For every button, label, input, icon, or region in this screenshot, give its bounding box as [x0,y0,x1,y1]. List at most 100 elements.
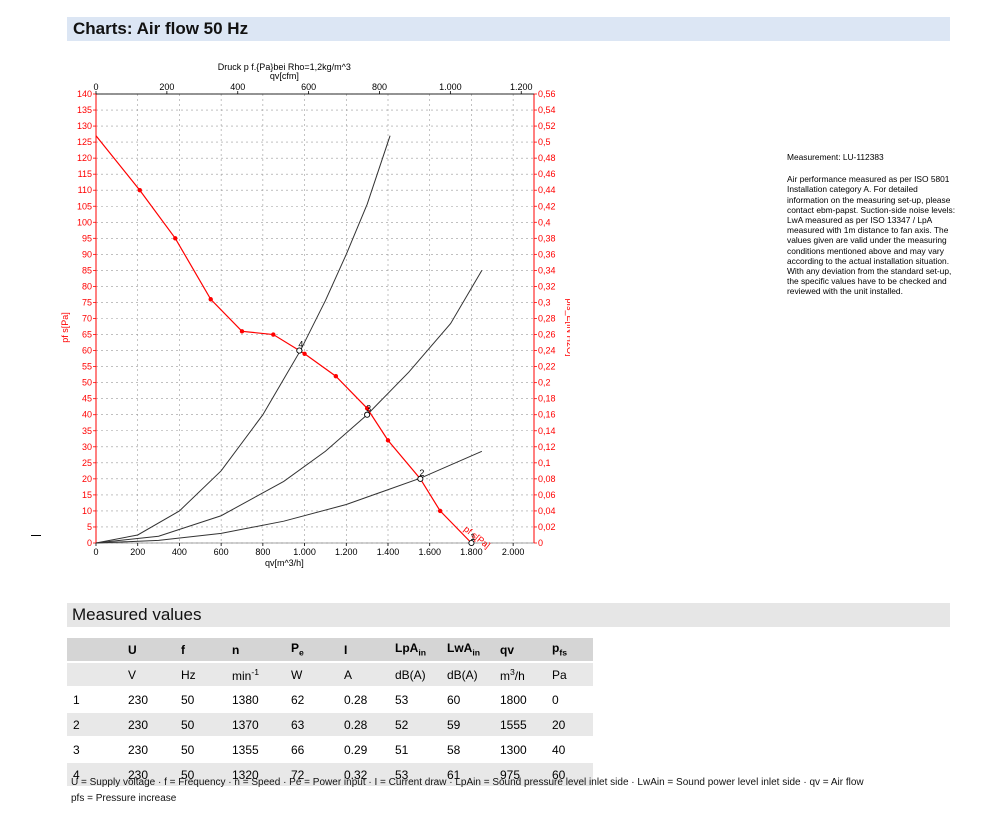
top-tick-label: 0 [93,82,98,92]
top-axis-label: qv[cfm] [270,71,299,81]
left-tick-label: 5 [87,522,92,532]
right-tick-label: 0,06 [538,490,556,500]
table-cell: 1380 [226,687,285,713]
col-header-u: U [122,638,175,663]
measurement-id: Measurement: LU-112383 [787,152,884,162]
left-tick-label: 15 [82,490,92,500]
table-cell: 50 [175,737,226,763]
col-header-pfs: pfs [546,638,593,663]
left-tick-label: 30 [82,442,92,452]
top-tick-label: 600 [301,82,316,92]
left-tick-label: 75 [82,297,92,307]
table-cell: 62 [285,687,338,713]
right-tick-label: 0,24 [538,346,556,356]
left-tick-label: 90 [82,249,92,259]
left-tick-label: 10 [82,506,92,516]
right-tick-label: 0,04 [538,506,556,516]
table-cell: 53 [389,762,441,788]
table-cell: 230 [122,687,175,713]
right-tick-label: 0,26 [538,330,556,340]
right-tick-label: 0,16 [538,410,556,420]
measured-values-title: Measured values [72,605,202,624]
unit-cell: Hz [175,662,226,688]
table-cell: 51 [389,737,441,763]
curve-marker [173,236,178,241]
bottom-tick-label: 800 [255,547,270,557]
bottom-tick-label: 1.000 [293,547,316,557]
col-header-qv: qv [494,638,546,663]
table-cell: 4 [67,762,122,788]
page-title: Charts: Air flow 50 Hz [73,19,249,38]
operating-point-marker [296,347,303,354]
table-cell: 230 [122,737,175,763]
right-tick-label: 0,32 [538,281,556,291]
top-tick-label: 1.200 [510,82,533,92]
unit-cell: dB(A) [389,662,441,688]
table-row: 3 230 50 1355 66 0.29 51 58 1300 40 [67,737,593,763]
right-tick-label: 0,52 [538,121,556,131]
left-tick-label: 105 [77,201,92,211]
bottom-tick-label: 200 [130,547,145,557]
left-tick-label: 85 [82,265,92,275]
left-tick-label: 135 [77,105,92,115]
right-tick-label: 0,48 [538,153,556,163]
top-tick-label: 200 [159,82,174,92]
curve-marker [302,351,307,356]
left-tick-label: 70 [82,314,92,324]
left-axis-label: pf s[Pa] [60,312,70,343]
right-tick-label: 0,5 [538,137,551,147]
right-tick-label: 0,46 [538,169,556,179]
right-tick-label: 0,1 [538,458,551,468]
right-tick-label: 0,2 [538,378,551,388]
right-tick-label: 0,4 [538,217,551,227]
table-row: 2 230 50 1370 63 0.28 52 59 1555 20 [67,712,593,738]
left-tick-label: 95 [82,233,92,243]
right-tick-label: 0,18 [538,394,556,404]
table-row: 1 230 50 1380 62 0.28 53 60 1800 0 [67,687,593,713]
table-cell: 1555 [494,712,546,738]
left-tick-label: 0 [87,538,92,548]
unit-cell: A [338,662,389,688]
table-cell: 50 [175,762,226,788]
table-cell: 0 [546,687,593,713]
bottom-tick-label: 1.200 [335,547,358,557]
bottom-tick-label: 2.000 [502,547,525,557]
table-cell: 0.28 [338,687,389,713]
system-curve [95,270,483,544]
operating-point-label: 2 [419,468,424,478]
bottom-tick-label: 0 [93,547,98,557]
col-header-f: f [175,638,226,663]
table-cell: 2 [67,712,122,738]
table-legend: U = Supply voltage · f = Frequency · n =… [71,775,864,807]
right-tick-label: 0 [538,538,543,548]
unit-cell [67,662,122,688]
table-cell: 50 [175,687,226,713]
measured-values-table: U f n Pe I LpAin LwAin qv pfs V Hz min-1… [67,638,593,788]
table-cell: 40 [546,737,593,763]
unit-cell: dB(A) [441,662,494,688]
bottom-tick-label: 1.400 [377,547,400,557]
right-tick-label: 0,54 [538,105,556,115]
table-cell: 52 [389,712,441,738]
right-tick-label: 0,22 [538,362,556,372]
table-cell: 1 [67,687,122,713]
table-cell: 230 [122,712,175,738]
left-tick-label: 65 [82,330,92,340]
right-axis-label: pfs_E[IN H2O] [565,298,570,356]
right-tick-label: 0,42 [538,201,556,211]
operating-point-marker [468,539,475,547]
left-tick-label: 60 [82,346,92,356]
operating-point-label: 1 [470,532,475,542]
unit-cell: V [122,662,175,688]
top-tick-label: 800 [372,82,387,92]
measurement-notes: Air performance measured as per ISO 5801… [787,174,956,297]
table-cell: 60 [546,762,593,788]
curve-marker [385,438,391,443]
curve-marker [271,332,276,337]
table-cell: 1800 [494,687,546,713]
dash-mark [31,535,41,536]
col-header-lwa: LwAin [441,638,494,663]
operating-point-marker [417,475,424,482]
col-header-i: I [338,638,389,663]
col-header-n: n [226,638,285,663]
